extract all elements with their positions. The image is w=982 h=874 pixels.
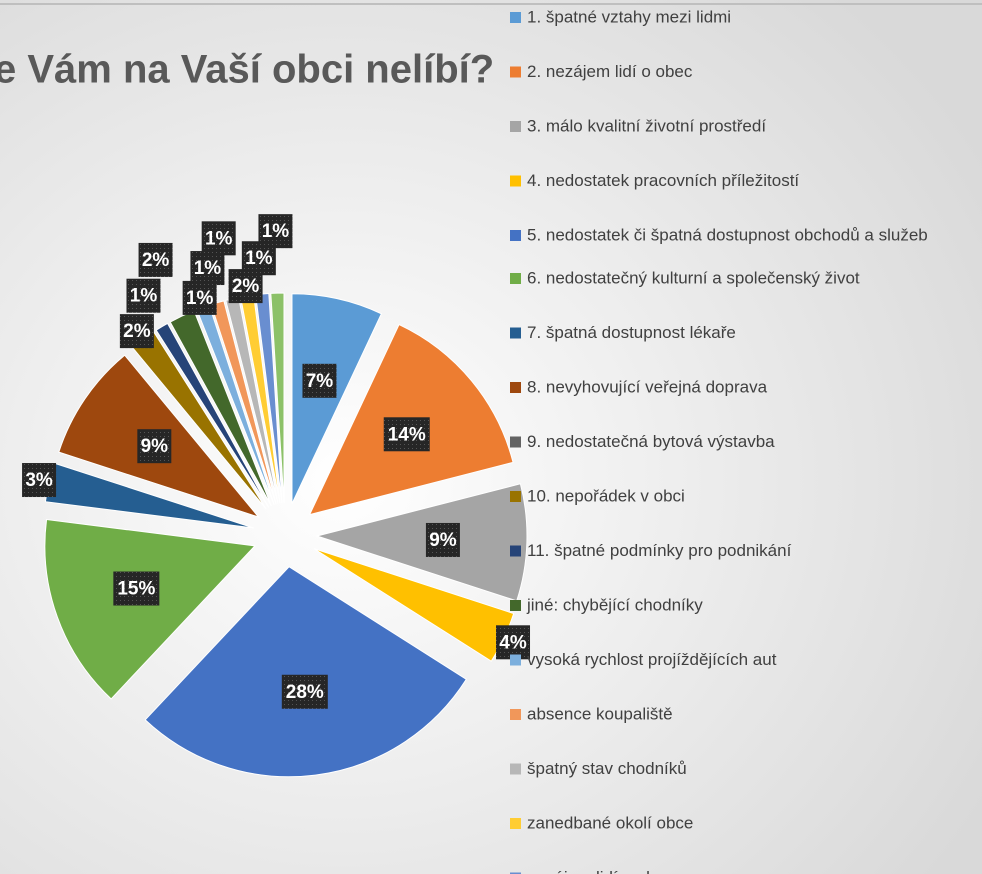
- pie-slice: [155, 322, 270, 508]
- pie-slice: [315, 483, 528, 602]
- data-label: 4%: [499, 632, 527, 653]
- legend-swatch: [510, 763, 521, 775]
- data-label-box: [113, 571, 160, 606]
- chart-title: e Vám na Vaší obci nelíbí?: [0, 48, 494, 92]
- data-labels: 7% 14% 9% 4% 28% 15% 3% 9% 2% 1% 2% 1% 1% 1% 2% 1% 1%: [22, 214, 531, 709]
- legend-swatch: [510, 175, 521, 187]
- data-label-box: [190, 251, 225, 286]
- data-label-box: [201, 221, 236, 256]
- data-label-box: [302, 363, 337, 398]
- data-label: 1%: [130, 286, 158, 307]
- data-label: 1%: [262, 221, 290, 242]
- data-label: 7%: [306, 371, 334, 392]
- data-label: 2%: [232, 276, 260, 297]
- data-label-box: [182, 280, 217, 315]
- data-label: 3%: [25, 470, 53, 491]
- data-label-box: [126, 278, 161, 313]
- data-label: 28%: [286, 682, 324, 703]
- data-label: 2%: [142, 250, 170, 271]
- legend-label: 5. nedostatek či špatná dostupnost obcho…: [527, 225, 928, 244]
- legend-label: absence koupaliště: [527, 704, 673, 723]
- data-label: 1%: [245, 248, 273, 269]
- legend-swatch: [510, 66, 521, 78]
- legend-label: 2. nezájem lidí o obec: [527, 62, 693, 81]
- legend-swatch: [510, 654, 521, 666]
- legend-label: 3. málo kvalitní životní prostředí: [527, 116, 766, 135]
- data-label-box: [258, 214, 293, 249]
- legend-swatch: [510, 545, 521, 557]
- legend-swatch: [510, 600, 521, 611]
- data-label-box: [425, 522, 460, 557]
- data-label-box: [119, 314, 154, 349]
- legend-swatch: [510, 382, 521, 393]
- legend-swatch: [510, 818, 521, 829]
- data-label: 9%: [429, 530, 457, 551]
- data-label: 1%: [186, 288, 214, 309]
- legend-swatch: [510, 709, 521, 720]
- legend-swatch: [510, 436, 521, 448]
- legend-label: nezájem lidí o obec: [527, 868, 674, 874]
- legend-label: jiné: chybějící chodníky: [526, 595, 703, 614]
- legend-label: 4. nedostatek pracovních příležitostí: [527, 171, 799, 190]
- pie-slice: [44, 518, 256, 700]
- data-label-box: [137, 429, 172, 464]
- legend-swatch: [510, 491, 521, 502]
- data-label-box: [281, 674, 328, 709]
- legend-label: 1. špatné vztahy mezi lidmi: [527, 7, 731, 26]
- legend-label: 9. nedostatečná bytová výstavba: [527, 432, 775, 451]
- legend-label: 8. nevyhovující veřejná doprava: [527, 377, 768, 396]
- data-label: 14%: [388, 424, 426, 445]
- data-label-box: [22, 463, 57, 498]
- pie-slice: [144, 566, 468, 778]
- legend-label: vysoká rychlost projíždějících aut: [527, 650, 777, 669]
- pie-slice: [270, 292, 285, 504]
- legend-label: 6. nedostatečný kulturní a společenský ž…: [527, 268, 860, 287]
- legend-swatch: [510, 327, 521, 339]
- pie-slice: [291, 293, 383, 504]
- data-label-box: [383, 417, 430, 452]
- legend-swatch: [510, 121, 521, 132]
- data-label: 2%: [123, 321, 151, 342]
- data-label: 1%: [205, 228, 233, 249]
- legend-swatch: [510, 12, 521, 23]
- legend: 1. špatné vztahy mezi lidmi 2. nezájem li…: [510, 7, 928, 874]
- legend-label: 7. špatná dostupnost lékaře: [527, 323, 736, 342]
- legend-label: 10. nepořádek v obci: [527, 486, 685, 505]
- data-label: 1%: [194, 258, 222, 279]
- legend-label: 11. špatné podmínky pro podnikání: [527, 541, 792, 560]
- data-label-box: [496, 625, 531, 660]
- legend-label: špatný stav chodníků: [527, 759, 687, 778]
- legend-swatch: [510, 230, 521, 241]
- data-label: 15%: [117, 579, 155, 600]
- legend-label: zanedbané okolí obce: [527, 813, 693, 832]
- legend-swatch: [510, 872, 521, 874]
- legend-swatch: [510, 273, 521, 284]
- data-label: 9%: [141, 436, 169, 457]
- data-label-box: [138, 242, 173, 277]
